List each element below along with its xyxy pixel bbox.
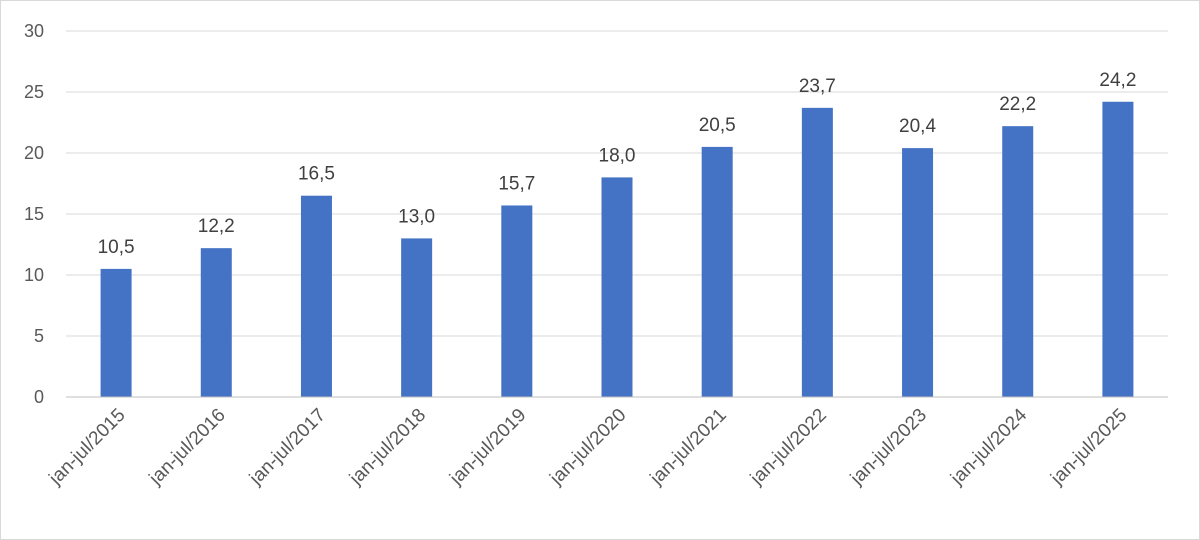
- data-label: 24,2: [1099, 70, 1136, 91]
- bar: [501, 205, 533, 397]
- data-label: 12,2: [198, 216, 235, 237]
- x-tick-label: jan-jul/2020: [546, 405, 631, 490]
- data-label: 15,7: [498, 173, 535, 194]
- x-tick-label: jan-jul/2024: [946, 404, 1031, 489]
- data-label: 20,4: [899, 116, 936, 137]
- bar: [801, 107, 833, 398]
- bars: [100, 101, 1134, 398]
- gridlines: [66, 30, 1168, 337]
- x-tick-label: jan-jul/2018: [345, 405, 430, 490]
- y-tick-label: 25: [24, 82, 44, 102]
- y-tick-label: 10: [24, 265, 44, 285]
- y-tick-label: 30: [24, 21, 44, 41]
- y-tick-label: 15: [24, 204, 44, 224]
- bar: [902, 148, 934, 397]
- data-labels: 10,5 12,2 16,5 13,0 15,7 18,0 20,5 23,7 20,4 22,2…: [98, 70, 1137, 258]
- bar: [1002, 126, 1034, 397]
- x-axis-labels: jan-jul/2015 jan-jul/2016 jan-jul/2017 jan-…: [45, 404, 1132, 489]
- data-label: 18,0: [599, 145, 636, 166]
- y-axis-ticks: 0 5 10 15 20 25 30: [24, 21, 44, 407]
- data-label: 10,5: [98, 237, 135, 258]
- y-tick-label: 0: [34, 387, 44, 407]
- x-tick-label: jan-jul/2025: [1046, 405, 1131, 490]
- y-tick-label: 20: [24, 143, 44, 163]
- bar: [100, 268, 132, 397]
- x-tick-label: jan-jul/2017: [245, 405, 330, 490]
- x-tick-label: jan-jul/2023: [846, 405, 931, 490]
- x-tick-label: jan-jul/2022: [746, 405, 831, 490]
- data-label: 13,0: [398, 206, 435, 227]
- x-tick-label: jan-jul/2015: [45, 405, 130, 490]
- data-label: 23,7: [799, 76, 836, 97]
- bar: [200, 248, 232, 397]
- x-tick-label: jan-jul/2021: [646, 405, 731, 490]
- bar: [1102, 101, 1134, 397]
- bar: [300, 195, 332, 397]
- bar: [401, 238, 433, 397]
- bar: [601, 177, 633, 397]
- data-label: 20,5: [699, 115, 736, 136]
- x-tick-label: jan-jul/2019: [445, 405, 530, 490]
- y-tick-label: 5: [34, 326, 44, 346]
- data-label: 16,5: [298, 164, 335, 185]
- x-tick-label: jan-jul/2016: [145, 405, 230, 490]
- bar: [701, 146, 733, 397]
- data-label: 22,2: [999, 94, 1036, 115]
